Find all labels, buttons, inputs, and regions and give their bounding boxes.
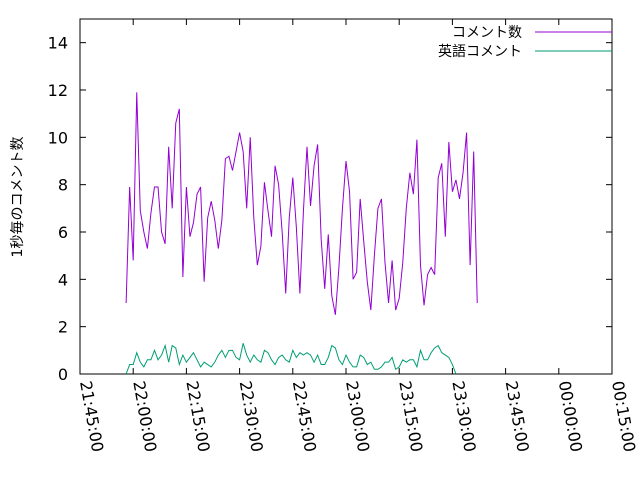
y-tick-label: 10 [48, 128, 68, 147]
series-layer [125, 92, 478, 375]
x-tick-label: 00:00:00 [555, 379, 586, 453]
y-tick-label: 0 [58, 365, 68, 384]
y-tick-label: 2 [58, 318, 68, 337]
y-tick-label: 8 [58, 176, 68, 195]
x-tick-label: 21:45:00 [76, 379, 107, 453]
y-axis-ticks: 0 2 4 6 8 10 12 14 [48, 34, 612, 384]
x-axis-ticks: 21:45:00 22:00:00 22:15:00 22:30:00 22:45:00… [76, 19, 639, 453]
y-tick-label: 6 [58, 223, 68, 242]
x-tick-label: 23:00:00 [342, 379, 373, 453]
x-tick-label: 00:15:00 [608, 379, 639, 453]
x-tick-label: 22:00:00 [129, 379, 160, 453]
series-line-2 [125, 343, 457, 375]
plot-frame [79, 18, 613, 375]
legend-label-2: 英語コメント [438, 43, 522, 60]
x-tick-label: 22:30:00 [236, 379, 267, 453]
x-tick-label: 23:45:00 [502, 379, 533, 453]
y-tick-label: 14 [48, 34, 68, 53]
y-axis-label: 1秒毎のコメント数 [10, 137, 26, 258]
x-tick-label: 23:15:00 [395, 379, 426, 453]
y-tick-label: 12 [48, 81, 68, 100]
x-tick-label: 23:30:00 [448, 379, 479, 453]
series-line-1 [125, 92, 478, 315]
legend-label-1: コメント数 [452, 25, 522, 41]
x-tick-label: 22:15:00 [182, 379, 213, 453]
x-tick-label: 22:45:00 [289, 379, 320, 453]
y-tick-label: 4 [58, 270, 68, 289]
